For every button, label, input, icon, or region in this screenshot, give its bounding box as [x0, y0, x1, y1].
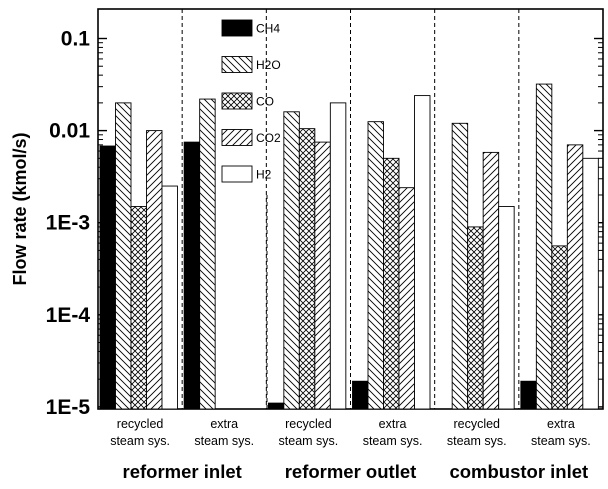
legend-swatch-co	[221, 92, 253, 110]
legend-label-co: CO	[256, 95, 274, 109]
category-separators	[181, 9, 520, 409]
group-label: reformer inlet	[123, 461, 242, 482]
bar-ch4-3	[352, 380, 369, 410]
y-axis-label: Flow rate (kmol/s)	[10, 132, 30, 285]
category-label: steam sys.	[363, 434, 423, 448]
bar-co-5	[551, 245, 568, 410]
y-tick-label: 0.01	[49, 120, 90, 143]
bar-co-0	[130, 206, 147, 410]
y-tick-label: 0.1	[61, 28, 91, 51]
bar-h2o-5	[535, 83, 553, 410]
bar-h2o-4	[451, 122, 469, 410]
category-label: steam sys.	[531, 434, 591, 448]
legend-label-h2o: H2O	[256, 58, 281, 72]
group-label: reformer outlet	[285, 461, 417, 482]
bar-co-2	[298, 128, 316, 410]
bar-co-4	[467, 226, 484, 410]
bar-h2-0	[161, 185, 178, 410]
y-ticks: 0.1 0.01 1E-3 1E-4 1E-5	[46, 28, 603, 419]
bar-ch4-1	[183, 141, 201, 410]
category-labels: recycled steam sys. extra steam sys. recycle…	[110, 417, 591, 448]
bar-h2o-0	[115, 102, 132, 410]
bar-h2o-3	[367, 121, 384, 410]
category-label: steam sys.	[279, 434, 339, 448]
category-label: recycled	[453, 417, 500, 431]
y-tick-label: 1E-3	[46, 212, 90, 235]
legend-swatch-h2	[221, 165, 253, 183]
bar-co2-5	[566, 144, 584, 410]
bar-co2-3	[398, 187, 415, 410]
y-tick-label: 1E-4	[46, 304, 91, 327]
legend-label-h2: H2	[256, 168, 272, 182]
legend-label-ch4: CH4	[256, 22, 280, 36]
category-label: steam sys.	[194, 434, 254, 448]
bar-h2o-2	[283, 111, 300, 410]
category-label: extra	[547, 417, 575, 431]
bar-h2o-1	[199, 98, 216, 410]
bar-h2-3	[414, 95, 431, 410]
category-label: steam sys.	[447, 434, 507, 448]
bar-h2-5	[582, 157, 599, 410]
category-label: extra	[379, 417, 407, 431]
category-label: recycled	[285, 417, 332, 431]
group-label: combustor inlet	[449, 461, 588, 482]
bar-co2-0	[146, 130, 163, 410]
legend-swatch-co2	[221, 129, 253, 146]
bars	[99, 83, 599, 410]
legend-swatch-h2o	[221, 56, 253, 73]
category-label: recycled	[117, 417, 164, 431]
bar-ch4-0	[99, 145, 116, 410]
legend-swatch-ch4	[221, 19, 253, 37]
bar-ch4-2	[267, 402, 285, 410]
category-label: steam sys.	[110, 434, 170, 448]
bar-h2-2	[329, 102, 347, 410]
bar-co-3	[383, 157, 400, 410]
bar-co2-2	[314, 141, 331, 410]
y-tick-label: 1E-5	[46, 396, 91, 419]
bar-ch4-5	[520, 380, 537, 410]
legend: CH4 H2O CO CO2 H2	[221, 19, 281, 183]
bar-h2-4	[498, 206, 515, 410]
category-label: extra	[210, 417, 238, 431]
legend-label-co2: CO2	[256, 131, 281, 145]
group-labels: reformer inlet reformer outlet combustor i…	[123, 461, 589, 482]
bar-co2-4	[482, 151, 500, 410]
